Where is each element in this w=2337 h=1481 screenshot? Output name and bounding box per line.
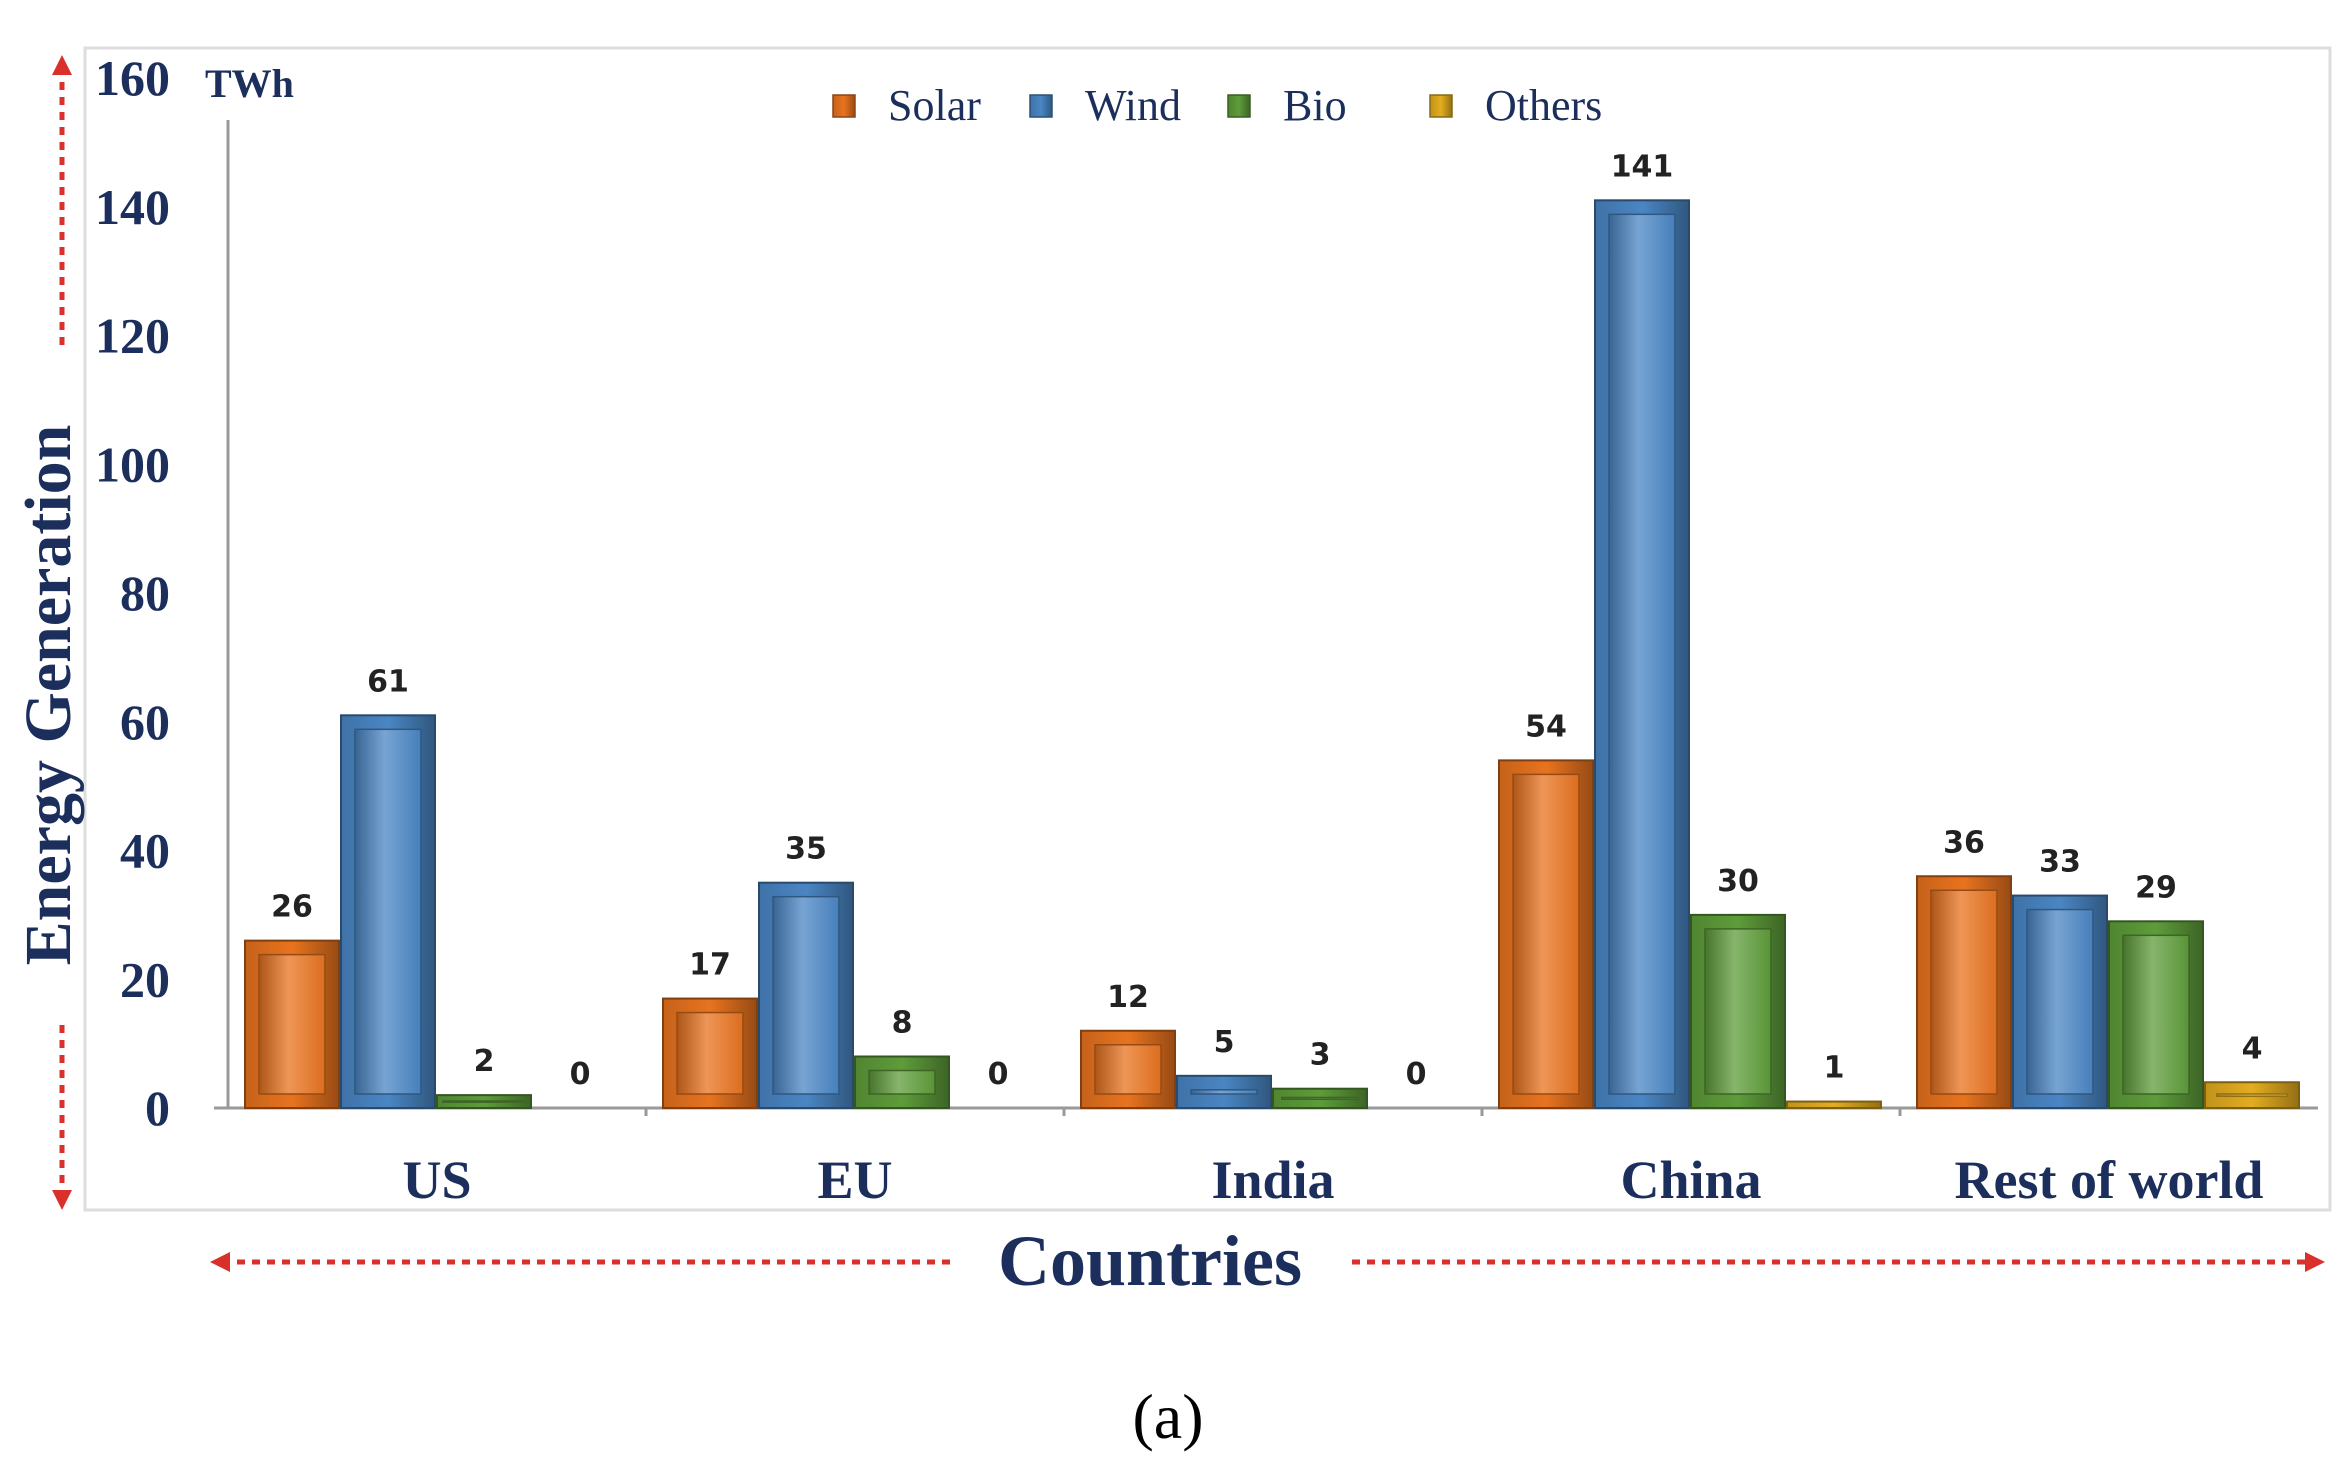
- data-label: 17: [689, 948, 731, 983]
- bar: [2012, 894, 2108, 1109]
- category-label: EU: [817, 1150, 892, 1210]
- data-label: 3: [1310, 1038, 1331, 1073]
- bar: [2204, 1081, 2300, 1109]
- y-tick-label: 140: [95, 179, 170, 235]
- legend-swatch: [1029, 94, 1053, 118]
- category-label: China: [1620, 1150, 1761, 1210]
- data-label: 141: [1611, 149, 1674, 184]
- bar: [854, 1055, 950, 1109]
- bar: [1080, 1029, 1176, 1109]
- data-label: 2: [474, 1044, 495, 1079]
- legend-item: Others: [1429, 81, 1602, 130]
- bar: [1176, 1074, 1272, 1109]
- bar: [340, 714, 436, 1109]
- y-tick-label: 60: [120, 694, 170, 750]
- data-label: 35: [785, 832, 827, 867]
- bars: [244, 199, 2300, 1109]
- data-label: 33: [2039, 845, 2081, 880]
- data-label: 29: [2135, 870, 2177, 905]
- category-label: India: [1211, 1150, 1334, 1210]
- data-label: 5: [1214, 1025, 1235, 1060]
- legend-label: Others: [1485, 81, 1602, 130]
- legend: Solar Wind Bio Others: [832, 81, 1602, 130]
- y-tick-label: 120: [95, 308, 170, 364]
- legend-item: Wind: [1029, 81, 1181, 130]
- data-label: 36: [1943, 825, 1985, 860]
- plot-frame: [83, 46, 2332, 1212]
- y-tick-label: 20: [120, 951, 170, 1007]
- category-label: US: [402, 1150, 471, 1210]
- y-tick-label: 80: [120, 565, 170, 621]
- data-label: 8: [892, 1006, 913, 1041]
- bar: [758, 881, 854, 1109]
- y-tick-label: 100: [95, 436, 170, 492]
- bar: [662, 997, 758, 1109]
- bar: [244, 939, 340, 1109]
- y-tick-label: 160: [95, 50, 170, 106]
- data-label: 0: [1406, 1057, 1427, 1092]
- bar: [1690, 913, 1786, 1109]
- category-labels: US EU India China Rest of world: [402, 1150, 2263, 1210]
- bar: [1916, 875, 2012, 1109]
- figure-caption: (a): [1132, 1381, 1203, 1452]
- data-label: 54: [1525, 709, 1567, 744]
- legend-swatch: [1227, 94, 1251, 118]
- legend-label: Bio: [1283, 81, 1347, 130]
- legend-label: Wind: [1085, 81, 1181, 130]
- category-label: Rest of world: [1955, 1150, 2264, 1210]
- bar: [1594, 199, 1690, 1109]
- bar: [1786, 1100, 1882, 1109]
- y-tick-label: 40: [120, 823, 170, 879]
- legend-label: Solar: [888, 81, 981, 130]
- data-label: 4: [2242, 1031, 2263, 1066]
- data-label: 26: [271, 890, 313, 925]
- legend-swatch: [1429, 94, 1453, 118]
- legend-swatch: [832, 94, 856, 118]
- x-axis-label: Countries: [998, 1221, 1302, 1301]
- bar: [2108, 920, 2204, 1109]
- data-label: 0: [570, 1057, 591, 1092]
- y-tick-label: 0: [145, 1080, 170, 1136]
- data-label: 61: [367, 664, 409, 699]
- legend-item: Bio: [1227, 81, 1347, 130]
- data-label: 30: [1717, 864, 1759, 899]
- data-label: 12: [1107, 980, 1149, 1015]
- bar: [1498, 759, 1594, 1109]
- data-label: 1: [1824, 1051, 1845, 1086]
- unit-label: TWh: [205, 61, 294, 106]
- bar: [436, 1094, 532, 1109]
- x-category-separators: [644, 1108, 1902, 1116]
- y-tick-labels: 0 20 40 60 80 100 120 140 160: [95, 50, 170, 1136]
- data-label: 0: [988, 1057, 1009, 1092]
- bar: [1272, 1087, 1368, 1109]
- legend-item: Solar: [832, 81, 981, 130]
- y-axis-label: Energy Generation: [12, 425, 85, 966]
